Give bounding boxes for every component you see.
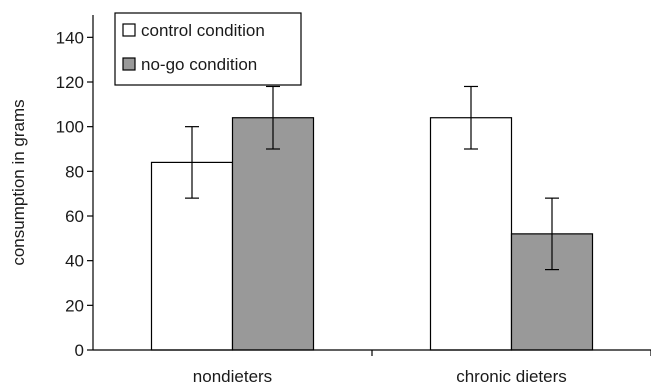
legend-label: control condition — [141, 21, 265, 40]
y-tick-label: 60 — [65, 207, 84, 226]
y-tick-label: 0 — [75, 341, 84, 360]
y-tick-label: 20 — [65, 296, 84, 315]
error-bar — [266, 85, 280, 150]
axes-layer: 0 20 40 60 80 100 120 140 nondieters chronic diet… — [56, 15, 651, 386]
error-bar — [464, 85, 478, 150]
y-tick-label: 140 — [56, 28, 84, 47]
y-tick-label: 120 — [56, 73, 84, 92]
legend: control condition no-go condition — [114, 12, 302, 86]
y-tick-label: 100 — [56, 118, 84, 137]
bars-layer — [150, 117, 594, 351]
legend-label: no-go condition — [141, 55, 257, 74]
error-bars-layer — [185, 85, 559, 271]
legend-swatch — [122, 57, 136, 71]
error-bar — [185, 126, 199, 199]
bar-control-condition — [429, 117, 513, 351]
bar-no-go-condition — [231, 117, 315, 351]
x-category-label: nondieters — [193, 367, 272, 386]
error-bar — [545, 197, 559, 271]
x-category-label: chronic dieters — [456, 367, 567, 386]
legend-frame — [114, 12, 302, 86]
y-axis-title: consumption in grams — [9, 99, 28, 265]
y-tick-label: 80 — [65, 162, 84, 181]
y-tick-label: 40 — [65, 252, 84, 271]
legend-swatch — [122, 23, 136, 37]
